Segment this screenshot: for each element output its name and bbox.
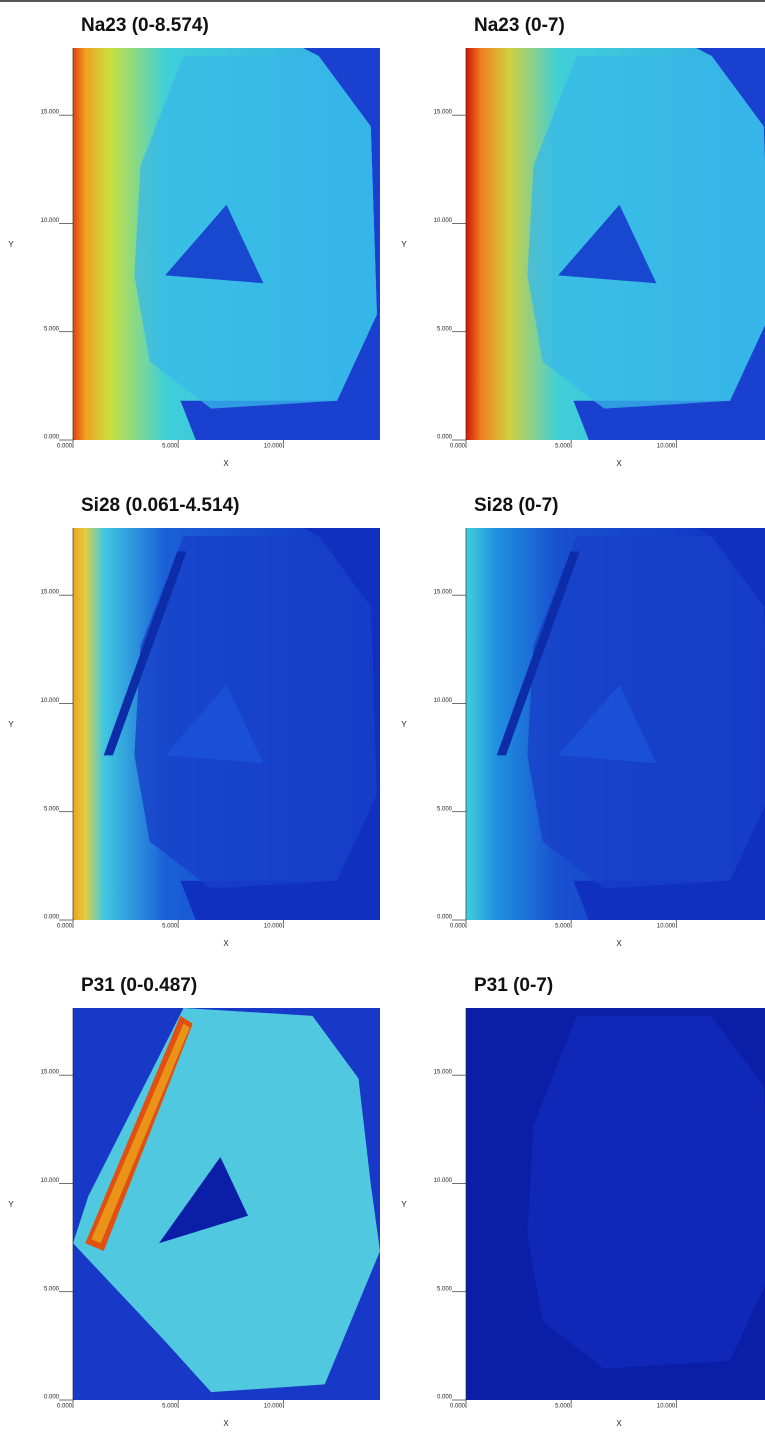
x-axis-label: X <box>223 459 229 468</box>
heatmap <box>466 48 765 440</box>
crystal <box>134 535 377 889</box>
outside-right <box>573 48 765 440</box>
hole <box>158 1156 248 1244</box>
hole <box>558 204 657 284</box>
heatmap <box>466 528 765 920</box>
heatmap <box>73 48 380 440</box>
y-tick-label: 5.000 <box>44 806 60 812</box>
x-axis-label: X <box>616 939 622 948</box>
x-axis-label: X <box>223 1419 229 1428</box>
x-axis-label: X <box>223 939 229 948</box>
x-tick-label: 0.000 <box>450 924 466 930</box>
x-tick-label: 0.000 <box>450 444 466 450</box>
panel: Si28 (0-7) 0.000 5.000 10.000 15.000 0.000 5.0… <box>401 495 765 948</box>
heatmap <box>466 1008 765 1400</box>
x-axis-label: X <box>616 1419 622 1428</box>
x-tick-label: 5.000 <box>555 444 571 450</box>
y-axis-label: Y <box>401 720 407 729</box>
y-tick-label: 10.000 <box>434 1178 453 1184</box>
y-tick-label: 10.000 <box>41 218 60 224</box>
y-tick-label: 10.000 <box>434 218 453 224</box>
y-tick-label: 15.000 <box>434 110 453 116</box>
x-tick-label: 5.000 <box>162 1404 178 1410</box>
panel-title: P31 (0-0.487) <box>81 975 197 996</box>
y-tick-label: 0.000 <box>437 435 453 441</box>
x-tick-label: 10.000 <box>264 1404 283 1410</box>
y-tick-label: 5.000 <box>437 326 453 332</box>
y-axis-label: Y <box>8 1200 14 1209</box>
x-tick-label: 0.000 <box>57 924 73 930</box>
y-tick-label: 15.000 <box>41 590 60 596</box>
outside-right <box>180 48 380 440</box>
panel: P31 (0-0.487) 0.000 5.000 10.000 15.000 0.000… <box>8 975 380 1428</box>
x-tick-label: 10.000 <box>264 924 283 930</box>
y-tick-label: 15.000 <box>41 1070 60 1076</box>
x-tick-label: 0.000 <box>57 1404 73 1410</box>
panel-title: Na23 (0-7) <box>474 15 565 36</box>
y-tick-label: 0.000 <box>437 1395 453 1401</box>
x-axis-label: X <box>616 459 622 468</box>
x-tick-label: 5.000 <box>162 924 178 930</box>
x-tick-label: 10.000 <box>657 924 676 930</box>
hole <box>165 684 264 764</box>
x-tick-label: 10.000 <box>657 1404 676 1410</box>
y-tick-label: 0.000 <box>44 435 60 441</box>
heatmap <box>73 1008 380 1400</box>
panel-title: P31 (0-7) <box>474 975 553 996</box>
edge-stripe <box>103 551 187 756</box>
y-tick-label: 5.000 <box>44 1286 60 1292</box>
x-tick-label: 5.000 <box>555 924 571 930</box>
x-tick-label: 0.000 <box>57 444 73 450</box>
y-tick-label: 15.000 <box>41 110 60 116</box>
y-tick-label: 0.000 <box>44 1395 60 1401</box>
stripe-inner <box>91 1023 190 1244</box>
edge-stripe <box>496 551 580 756</box>
y-tick-label: 10.000 <box>41 698 60 704</box>
panel: Na23 (0-7) 0.000 5.000 10.000 15.000 0.000 5.0… <box>401 15 765 468</box>
y-tick-label: 0.000 <box>437 915 453 921</box>
y-tick-label: 15.000 <box>434 1070 453 1076</box>
heatmap <box>73 528 380 920</box>
panel-title: Na23 (0-8.574) <box>81 15 209 36</box>
y-axis-label: Y <box>8 240 14 249</box>
x-tick-label: 5.000 <box>162 444 178 450</box>
x-tick-label: 5.000 <box>555 1404 571 1410</box>
outside-right <box>573 528 765 920</box>
x-tick-label: 10.000 <box>264 444 283 450</box>
panel: Si28 (0.061-4.514) 0.000 5.000 10.000 15.000… <box>8 495 380 948</box>
crystal <box>527 55 765 409</box>
y-tick-label: 10.000 <box>434 698 453 704</box>
x-tick-label: 0.000 <box>450 1404 466 1410</box>
y-tick-label: 5.000 <box>437 1286 453 1292</box>
panel-title: Si28 (0-7) <box>474 495 558 516</box>
y-tick-label: 0.000 <box>44 915 60 921</box>
y-axis-label: Y <box>401 1200 407 1209</box>
y-tick-label: 10.000 <box>41 1178 60 1184</box>
panel: P31 (0-7) 0.000 5.000 10.000 15.000 0.000 5.00… <box>401 975 765 1428</box>
y-axis-label: Y <box>8 720 14 729</box>
panel: Na23 (0-8.574) 0.000 5.000 10.000 15.000 0.00… <box>8 15 380 468</box>
y-tick-label: 5.000 <box>437 806 453 812</box>
y-axis-label: Y <box>401 240 407 249</box>
y-tick-label: 15.000 <box>434 590 453 596</box>
crystal <box>134 55 377 409</box>
outside-right <box>180 528 380 920</box>
y-tick-label: 5.000 <box>44 326 60 332</box>
panel-title: Si28 (0.061-4.514) <box>81 495 239 516</box>
hole <box>558 684 657 764</box>
crystal <box>527 535 765 889</box>
hole <box>165 204 264 284</box>
crystal <box>527 1015 765 1369</box>
x-tick-label: 10.000 <box>657 444 676 450</box>
